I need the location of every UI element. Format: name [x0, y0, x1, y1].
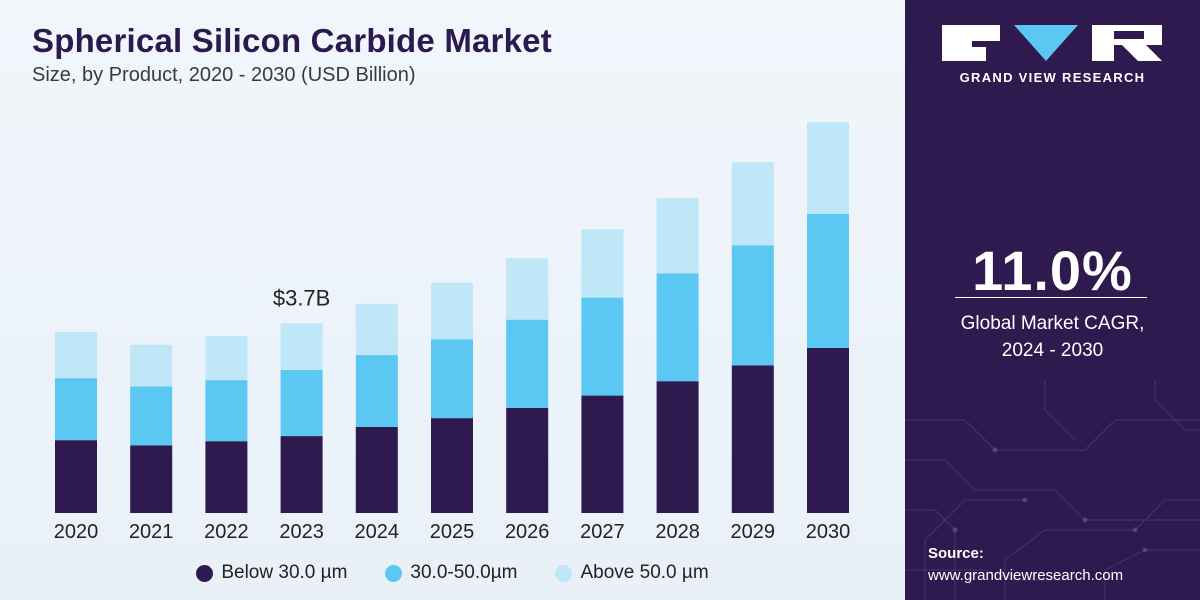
- divider: [955, 297, 1147, 298]
- chart-panel: Spherical Silicon Carbide Market Size, b…: [0, 0, 905, 600]
- bar-segment: [807, 347, 849, 513]
- cagr-label: Global Market CAGR, 2024 - 2030: [960, 313, 1145, 361]
- x-tick-label: 2029: [731, 521, 776, 543]
- stacked-bar-chart: 2020 2021 2022 2023 $3.7B 2024 2025 2026 2027 202…: [54, 122, 851, 543]
- bar-segment: [581, 297, 624, 396]
- bar-segment: [807, 214, 849, 348]
- bar-segment: [55, 378, 97, 441]
- bar-segment: [431, 282, 473, 340]
- bar-segment: [205, 441, 248, 513]
- x-tick-label: 2028: [655, 521, 700, 543]
- legend-item: Below 30.0 µm: [196, 562, 347, 584]
- legend-item: Above 50.0 µm: [555, 562, 709, 584]
- x-tick-label: 2022: [204, 521, 249, 543]
- x-tick-label: 2024: [355, 521, 400, 543]
- bar-segment: [280, 323, 323, 370]
- gvr-logo-icon: [942, 25, 1162, 61]
- x-tick-label: 2026: [505, 521, 550, 543]
- bar-segment: [280, 369, 323, 437]
- legend-label: Above 50.0 µm: [580, 562, 709, 583]
- chart-title: Spherical Silicon Carbide Market: [32, 22, 552, 59]
- bar-segment: [55, 331, 97, 379]
- bar-segment: [656, 381, 699, 513]
- source-label: Source:: [928, 545, 984, 562]
- x-tick-label: 2030: [806, 521, 851, 543]
- bar-segment: [205, 380, 248, 442]
- bar-segment: [731, 245, 774, 366]
- chart-subtitle: Size, by Product, 2020 - 2030 (USD Billi…: [32, 64, 416, 86]
- bar-segment: [431, 418, 473, 513]
- legend-swatch: [555, 564, 573, 582]
- bar-segment: [656, 273, 699, 382]
- legend-swatch: [385, 564, 403, 582]
- x-tick-label: 2025: [430, 521, 475, 543]
- bar-segment: [205, 336, 248, 381]
- bar-segment: [506, 407, 549, 513]
- bar-segment: [731, 162, 774, 246]
- bar-segment: [506, 258, 549, 320]
- x-tick-label: 2020: [54, 521, 99, 543]
- cagr-value: 11.0%: [972, 239, 1133, 302]
- bar-segment: [280, 436, 323, 513]
- bar-segment: [581, 395, 624, 513]
- bar-segment: [431, 339, 473, 419]
- data-label: $3.7B: [273, 285, 331, 310]
- chart-legend: Below 30.0 µm 30.0-50.0µm Above 50.0 µm: [0, 562, 905, 584]
- bar-segment: [55, 440, 97, 513]
- bar-segment: [581, 229, 624, 298]
- brand-name: GRAND VIEW RESEARCH: [959, 70, 1146, 85]
- legend-label: 30.0-50.0µm: [410, 562, 518, 583]
- bar-segment: [807, 122, 849, 215]
- source-link[interactable]: www.grandviewresearch.com: [928, 567, 1124, 584]
- bar-segment: [506, 319, 549, 408]
- x-tick-label: 2023: [279, 521, 324, 543]
- bar-segment: [130, 344, 173, 387]
- legend-item: 30.0-50.0µm: [385, 562, 517, 584]
- legend-label: Below 30.0 µm: [221, 562, 348, 583]
- x-tick-label: 2021: [129, 521, 174, 543]
- bar-segment: [355, 426, 398, 513]
- bar-segment: [355, 355, 398, 427]
- bar-segment: [355, 303, 398, 356]
- legend-swatch: [196, 564, 214, 582]
- bar-segment: [130, 386, 173, 446]
- circuit-pattern-icon: [905, 380, 1200, 600]
- bar-segment: [130, 445, 173, 513]
- bar-segment: [731, 365, 774, 513]
- bar-segment: [656, 198, 699, 274]
- x-tick-label: 2027: [580, 521, 625, 543]
- sidebar-panel: GRAND VIEW RESEARCH 11.0% Global Market …: [905, 0, 1200, 600]
